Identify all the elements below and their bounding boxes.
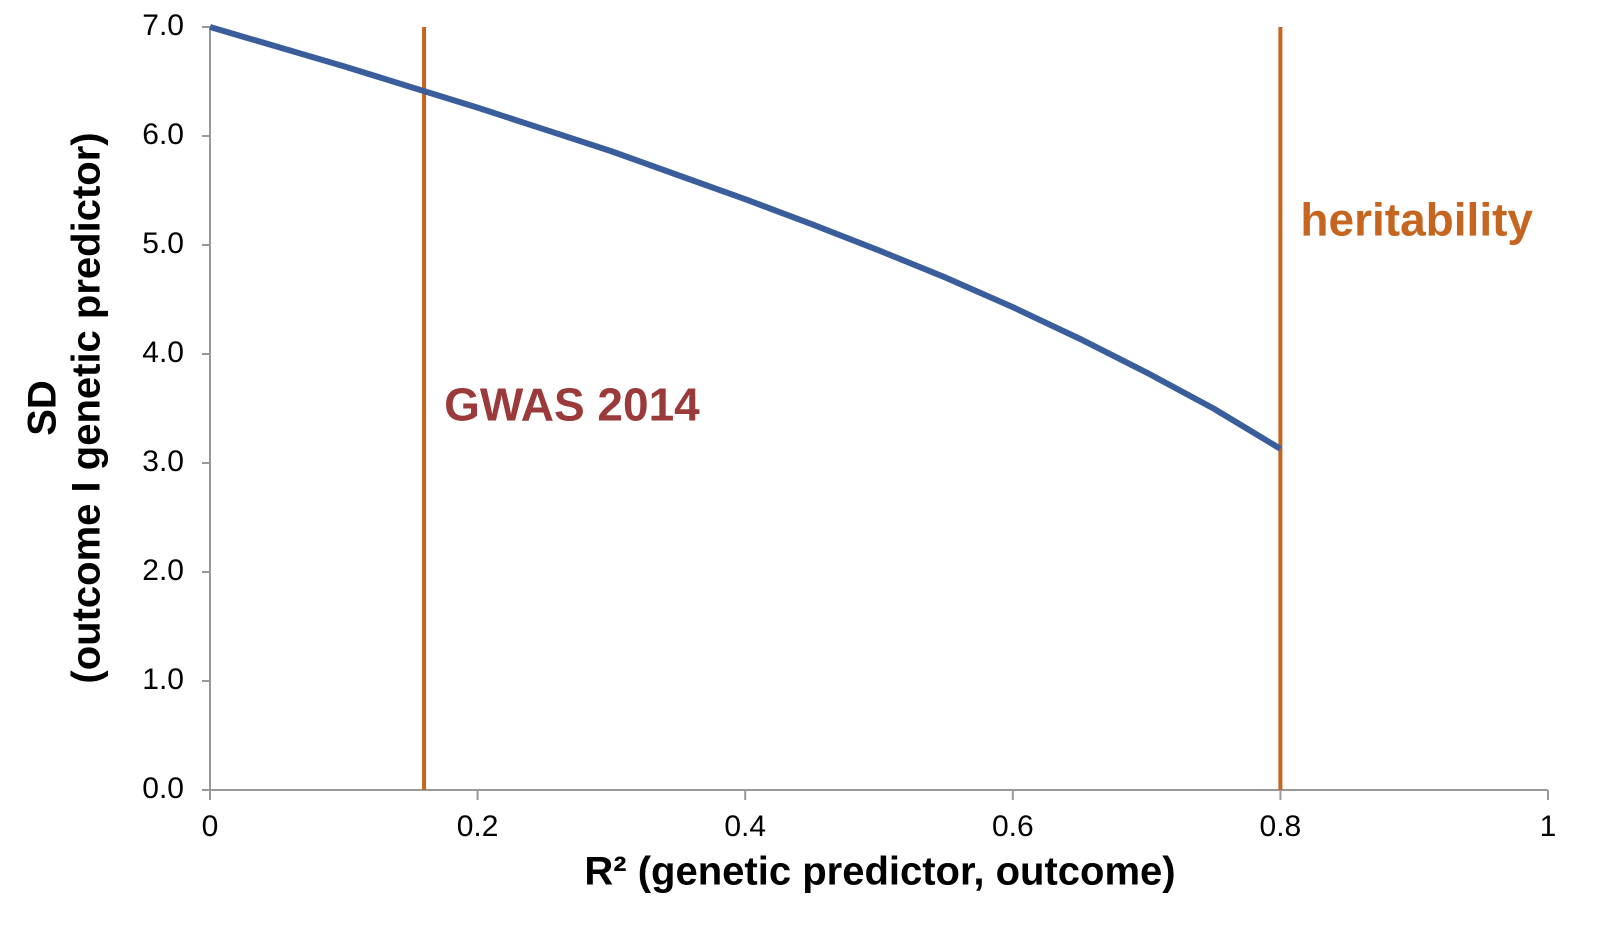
x-tick-label: 0.6 [992, 810, 1034, 843]
y-tick-label: 0.0 [142, 772, 184, 805]
y-tick-label: 4.0 [142, 336, 184, 369]
reference-label: heritability [1300, 193, 1533, 245]
x-tick-label: 0.2 [457, 810, 499, 843]
y-tick-label: 5.0 [142, 227, 184, 260]
y-tick-label: 7.0 [142, 9, 184, 42]
y-axis-subtitle: (outcome I genetic predictor) [65, 132, 109, 683]
reference-label: GWAS 2014 [444, 379, 700, 431]
x-tick-label: 0 [202, 810, 219, 843]
y-axis-title: SD [21, 380, 65, 436]
y-axis-title-group: SD (outcome I genetic predictor) [21, 132, 109, 683]
y-tick-label: 6.0 [142, 118, 184, 151]
x-tick-label: 0.8 [1260, 810, 1302, 843]
y-tick-label: 2.0 [142, 554, 184, 587]
x-axis-title: R² (genetic predictor, outcome) [584, 850, 1175, 894]
y-tick-label: 1.0 [142, 663, 184, 696]
y-tick-label: 3.0 [142, 445, 184, 478]
data-line [209, 24, 1282, 452]
x-tick-label: 0.4 [724, 810, 766, 843]
x-tick-label: 1 [1540, 810, 1557, 843]
